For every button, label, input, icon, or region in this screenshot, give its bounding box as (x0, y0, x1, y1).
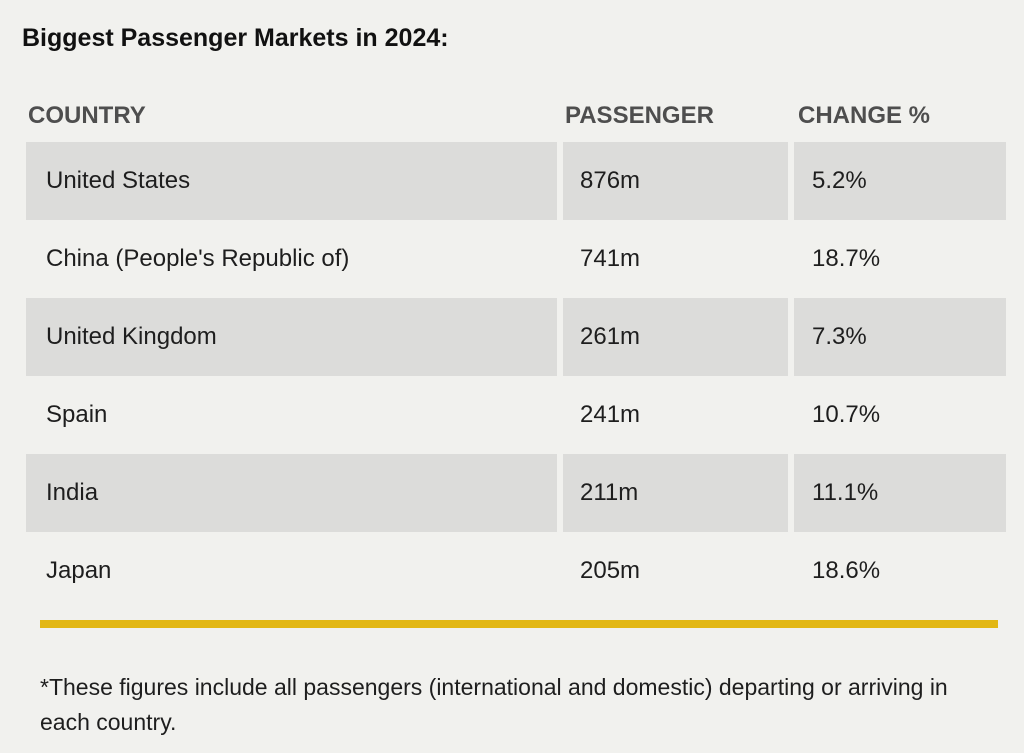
column-header-passenger: PASSENGER (565, 102, 714, 129)
table-row: Japan 205m 18.6% (26, 532, 1006, 610)
country-cell: United States (26, 142, 557, 220)
table-row: Spain 241m 10.7% (26, 376, 1006, 454)
country-cell: Spain (46, 401, 108, 428)
table-body: United States 876m 5.2% China (People's … (26, 142, 1006, 610)
table-header: COUNTRY PASSENGER CHANGE % (28, 102, 988, 134)
country-cell: India (26, 454, 557, 532)
table-row: United Kingdom 261m 7.3% (26, 298, 1006, 376)
passenger-cell: 205m (580, 557, 641, 584)
table-title: Biggest Passenger Markets in 2024: (22, 24, 449, 52)
table-row: India 211m 11.1% (26, 454, 1006, 532)
passenger-cell: 876m (563, 142, 788, 220)
column-header-change: CHANGE % (798, 102, 931, 129)
change-cell: 18.7% (812, 245, 881, 272)
passenger-cell: 241m (580, 401, 641, 428)
passenger-cell: 211m (563, 454, 788, 532)
change-cell: 7.3% (794, 298, 1006, 376)
footnote: *These figures include all passengers (i… (40, 674, 948, 735)
accent-divider (40, 620, 998, 628)
change-cell: 5.2% (794, 142, 1006, 220)
country-cell: Japan (46, 557, 112, 584)
table-row: China (People's Republic of) 741m 18.7% (26, 220, 1006, 298)
change-cell: 11.1% (794, 454, 1006, 532)
column-header-country: COUNTRY (28, 102, 146, 129)
change-cell: 10.7% (812, 401, 881, 428)
passenger-cell: 741m (580, 245, 641, 272)
country-cell: China (People's Republic of) (46, 245, 350, 272)
passenger-cell: 261m (563, 298, 788, 376)
country-cell: United Kingdom (26, 298, 557, 376)
table-row: United States 876m 5.2% (26, 142, 1006, 220)
change-cell: 18.6% (812, 557, 881, 584)
